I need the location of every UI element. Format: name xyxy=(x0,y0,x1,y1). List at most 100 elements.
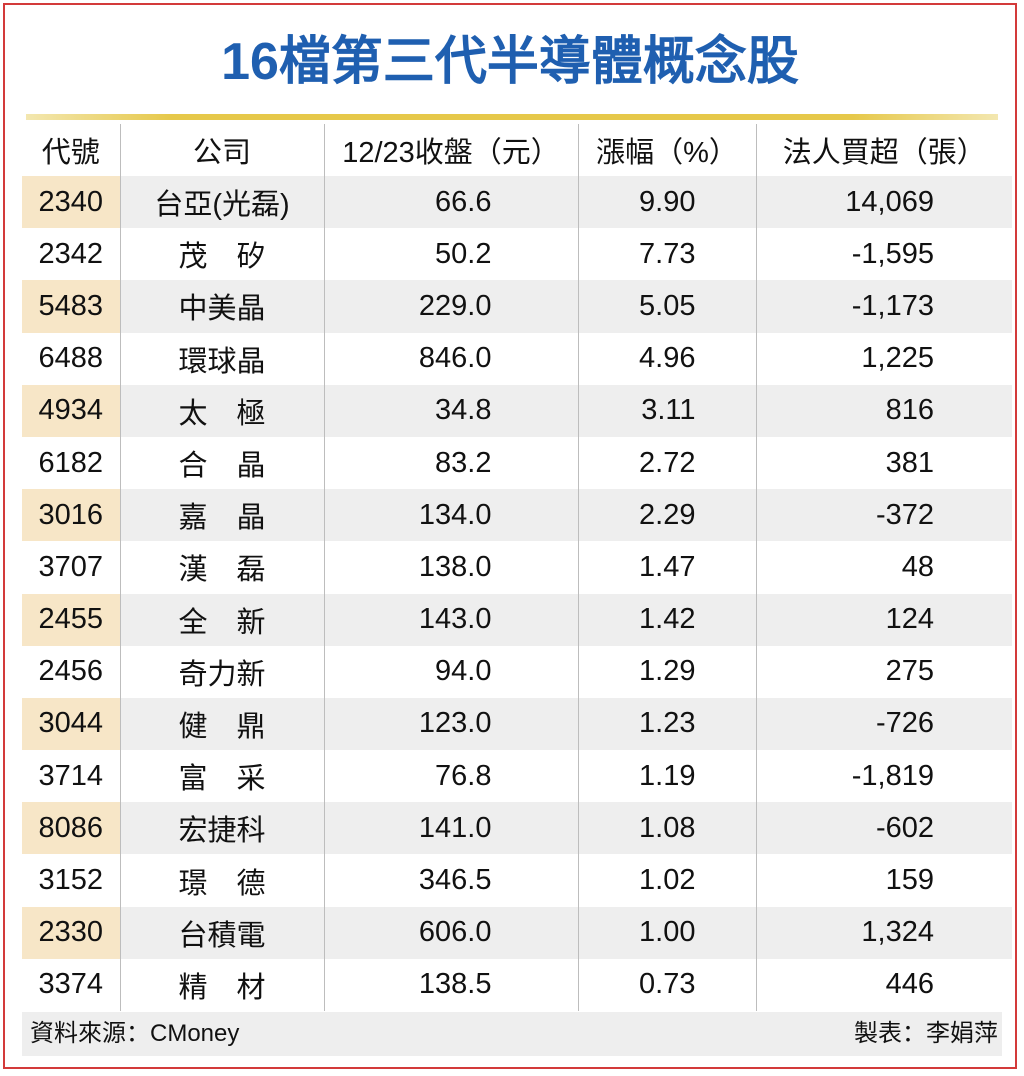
table-row: 3044 健 鼎 123.0 1.23 -726 xyxy=(22,697,1012,751)
source-note: 資料來源：CMoney xyxy=(30,1020,240,1047)
change-pct: 1.23 xyxy=(577,697,756,751)
stock-code: 6182 xyxy=(38,446,103,479)
close-price: 138.5 xyxy=(323,958,578,1011)
table-body: 2340 台亞(光磊) 66.6 9.90 14,069 2342 茂 矽 50.2 7.73-… xyxy=(22,176,1012,1011)
company-name: 中美晶 xyxy=(119,280,324,333)
company-name: 宏捷科 xyxy=(119,802,324,855)
table-row: 2330 台積電 606.0 1.00 1,324 xyxy=(22,906,1012,959)
table-row: 8086 宏捷科 141.0 1.08 -602 xyxy=(22,802,1012,855)
company-name: 健 鼎 xyxy=(119,697,324,751)
company-name: 奇力新 xyxy=(119,645,324,698)
change-pct: 1.02 xyxy=(577,854,756,907)
company-name: 富 采 xyxy=(119,750,324,803)
net-buy: 446 xyxy=(755,958,1012,1011)
net-buy: 48 xyxy=(755,541,1012,594)
change-pct: 4.96 xyxy=(577,332,756,385)
net-buy: 124 xyxy=(755,593,1012,646)
company-name: 精 材 xyxy=(119,958,324,1011)
company-name: 漢 磊 xyxy=(119,541,324,594)
change-pct: 1.47 xyxy=(577,541,756,594)
change-pct: 1.29 xyxy=(577,645,756,698)
table-row: 2342 茂 矽 50.2 7.73 -1,595 xyxy=(22,228,1012,281)
change-pct: 2.29 xyxy=(577,489,756,542)
stock-code: 6488 xyxy=(38,342,103,375)
header-change: 漲幅（%） xyxy=(577,124,756,176)
net-buy: -726 xyxy=(755,697,1012,751)
table-row: 3707 漢 磊 138.0 1.47 48 xyxy=(22,541,1012,594)
header-code: 代號 xyxy=(41,137,100,169)
company-name: 全 新 xyxy=(119,593,324,646)
table-row: 3152 璟 德 346.5 1.02 159 xyxy=(22,854,1012,907)
table-row: 3374 精 材 138.5 0.73 446 xyxy=(22,958,1012,1011)
company-name: 太 極 xyxy=(119,384,324,437)
company-name: 合 晶 xyxy=(119,436,324,490)
close-price: 134.0 xyxy=(323,489,578,542)
stock-code: 3374 xyxy=(38,968,103,1001)
table-row: 6488 環球晶 846.0 4.96 1,225 xyxy=(22,332,1012,385)
stock-code: 3044 xyxy=(22,697,120,751)
stock-code: 3707 xyxy=(38,550,103,583)
close-price: 34.8 xyxy=(323,384,578,437)
net-buy: 275 xyxy=(755,645,1012,698)
close-price: 846.0 xyxy=(323,332,578,385)
net-buy: -1,173 xyxy=(755,280,1012,333)
header-company: 公司 xyxy=(119,124,324,176)
company-name: 台積電 xyxy=(119,906,324,959)
net-buy: -602 xyxy=(755,802,1012,855)
close-price: 229.0 xyxy=(323,280,578,333)
change-pct: 1.08 xyxy=(577,802,756,855)
close-price: 94.0 xyxy=(323,645,578,698)
company-name: 嘉 晶 xyxy=(119,489,324,542)
header-row: 代號 公司 12/23收盤（元） 漲幅（%） 法人買超（張） xyxy=(22,124,1012,176)
close-price: 606.0 xyxy=(323,906,578,959)
change-pct: 3.11 xyxy=(577,384,756,437)
stock-code: 8086 xyxy=(22,802,120,855)
table-row: 2340 台亞(光磊) 66.6 9.90 14,069 xyxy=(22,176,1012,229)
stock-code: 2456 xyxy=(38,655,103,688)
net-buy: 1,225 xyxy=(755,332,1012,385)
table-row: 5483 中美晶 229.0 5.05 -1,173 xyxy=(22,280,1012,333)
stock-code: 4934 xyxy=(22,384,120,437)
stock-code: 2342 xyxy=(38,237,103,270)
close-price: 83.2 xyxy=(323,436,578,490)
close-price: 141.0 xyxy=(323,802,578,855)
company-name: 台亞(光磊) xyxy=(119,176,324,229)
stock-code: 2455 xyxy=(22,593,120,646)
change-pct: 0.73 xyxy=(577,958,756,1011)
table-row: 3016 嘉 晶 134.0 2.29 -372 xyxy=(22,489,1012,542)
close-price: 76.8 xyxy=(323,750,578,803)
stock-code: 3016 xyxy=(22,489,120,542)
company-name: 茂 矽 xyxy=(119,228,324,281)
change-pct: 1.00 xyxy=(577,906,756,959)
stock-code: 3152 xyxy=(38,864,103,897)
footer-bar: 資料來源：CMoney 製表：李娟萍 xyxy=(22,1012,1002,1056)
table-row: 2455 全 新 143.0 1.42 124 xyxy=(22,593,1012,646)
header-net-buy: 法人買超（張） xyxy=(755,124,1012,176)
close-price: 143.0 xyxy=(323,593,578,646)
title-divider xyxy=(26,114,998,120)
change-pct: 2.72 xyxy=(577,436,756,490)
net-buy: 381 xyxy=(755,436,1012,490)
maker-note: 製表：李娟萍 xyxy=(854,1020,998,1047)
close-price: 50.2 xyxy=(323,228,578,281)
close-price: 346.5 xyxy=(323,854,578,907)
change-pct: 1.42 xyxy=(577,593,756,646)
table-row: 3714 富 采 76.8 1.19 -1,819 xyxy=(22,750,1012,803)
net-buy: -1,819 xyxy=(755,750,1012,803)
net-buy: 816 xyxy=(755,384,1012,437)
change-pct: 1.19 xyxy=(577,750,756,803)
net-buy: 14,069 xyxy=(755,176,1012,229)
close-price: 123.0 xyxy=(323,697,578,751)
change-pct: 5.05 xyxy=(577,280,756,333)
company-name: 璟 德 xyxy=(119,854,324,907)
net-buy: -372 xyxy=(755,489,1012,542)
table-row: 4934 太 極 34.8 3.11 816 xyxy=(22,384,1012,437)
stock-code: 5483 xyxy=(22,280,120,333)
net-buy: 1,324 xyxy=(755,906,1012,959)
stock-code: 3714 xyxy=(38,759,103,792)
net-buy: -1,595 xyxy=(755,228,1012,281)
close-price: 138.0 xyxy=(323,541,578,594)
page-title: 16檔第三代半導體概念股 xyxy=(221,33,799,91)
stock-code: 2340 xyxy=(22,176,120,229)
header-close: 12/23收盤（元） xyxy=(323,124,578,176)
